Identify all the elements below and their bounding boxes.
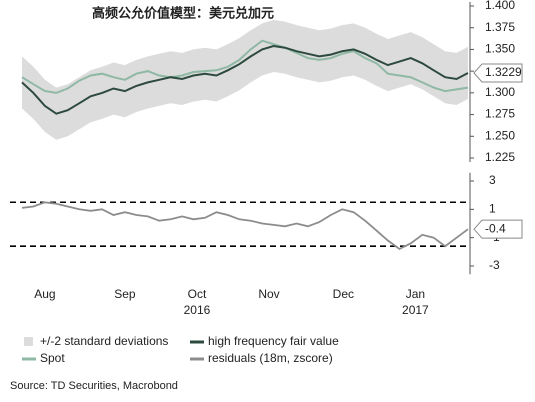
legend-swatch [24,337,33,346]
chart-title: 高频公允价值模型：美元兑加元 [92,5,274,20]
end-label-box [473,63,523,83]
series-line [21,39,469,94]
legend-label: Spot [40,351,65,365]
source: Source: TD Securities, Macrobond [10,380,178,392]
y-tick-label: 1.400 [485,0,515,12]
end-label: -0.4 [485,221,506,235]
y-tick-label: 1 [489,202,496,216]
end-label: 1.3229 [485,65,522,79]
end-label-box [473,219,523,239]
y-tick-label: 1.375 [485,20,515,34]
y-tick-label: -3 [489,258,500,272]
x-tick-label: Jan [406,287,425,301]
y-tick-label: 1.300 [485,85,515,99]
x-tick-label: Dec [333,287,354,301]
x-tick-label: Aug [34,287,55,301]
series-line [21,44,469,115]
series-line [21,201,469,251]
legend-label: high frequency fair value [208,334,339,348]
band [22,19,468,140]
x-tick-label: Sep [114,287,136,301]
y-tick-label: 1.250 [485,128,515,142]
y-tick-label: 1.350 [485,42,515,56]
legend-label: residuals (18m, zscore) [208,351,333,365]
y-tick-label: 1.225 [485,150,515,164]
legend-label: +/-2 standard deviations [40,334,168,348]
y-tick-label: 1.275 [485,107,515,121]
x-year-label: 2016 [184,303,211,317]
x-year-label: 2017 [402,303,429,317]
x-tick-label: Nov [258,287,279,301]
y-tick-label: 3 [489,173,496,187]
x-tick-label: Oct [188,287,207,301]
